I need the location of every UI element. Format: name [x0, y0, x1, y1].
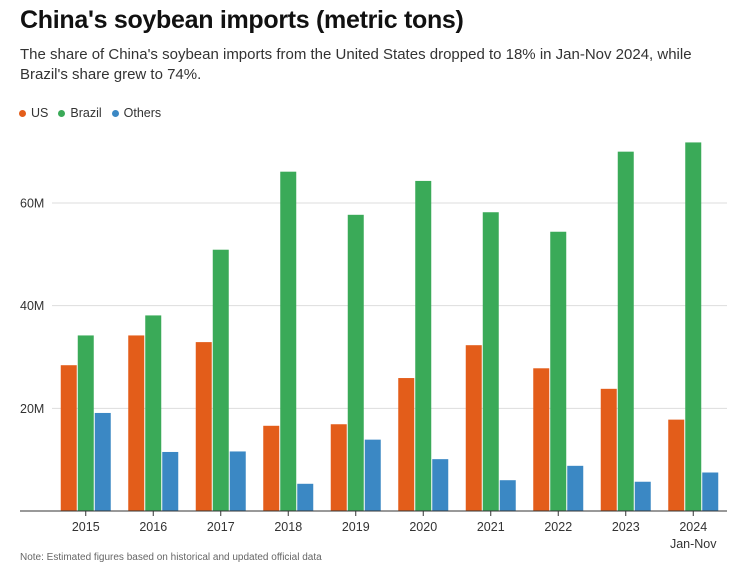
- y-tick-label-2: 60M: [20, 197, 44, 211]
- bar-others-2019: [364, 439, 381, 511]
- bar-others-2018: [297, 483, 314, 511]
- bar-us-2016: [128, 335, 145, 511]
- legend-dot-others: [111, 109, 119, 117]
- legend-label-brazil: Brazil: [70, 106, 102, 120]
- bar-others-2022: [567, 465, 584, 511]
- bar-brazil-2016: [145, 315, 162, 511]
- chart-note: Note: Estimated figures based on histori…: [20, 552, 322, 563]
- legend-item-brazil: Brazil: [58, 106, 102, 120]
- x-tick-label-2016: 2016: [139, 520, 167, 534]
- x-tick-label-2021: 2021: [477, 520, 505, 534]
- bar-brazil-2017: [212, 249, 229, 512]
- x-tick-label-2017: 2017: [207, 520, 235, 534]
- bar-brazil-2024: [685, 142, 702, 511]
- bar-brazil-2020: [415, 180, 432, 511]
- chart-title: China's soybean imports (metric tons): [20, 6, 464, 34]
- x-tick-label-2015: 2015: [72, 520, 100, 534]
- bar-us-2019: [330, 424, 347, 511]
- bar-brazil-2018: [280, 171, 297, 512]
- bar-us-2021: [465, 345, 482, 511]
- x-tick-label-2020: 2020: [409, 520, 437, 534]
- x-tick-label-2018: 2018: [274, 520, 302, 534]
- x-tick-label-2022: 2022: [544, 520, 572, 534]
- legend-dot-brazil: [58, 109, 66, 117]
- bar-us-2020: [398, 378, 415, 511]
- bar-brazil-2015: [77, 335, 94, 511]
- bar-others-2021: [499, 480, 516, 511]
- y-tick-label-1: 40M: [20, 299, 44, 313]
- bar-others-2015: [94, 412, 111, 511]
- legend-dot-us: [19, 109, 26, 117]
- x-tick-sublabel-2024: Jan-Nov: [670, 537, 717, 551]
- legend-label-others: Others: [123, 106, 162, 120]
- bar-us-2023: [600, 388, 617, 511]
- bar-us-2015: [60, 365, 77, 511]
- bar-brazil-2022: [550, 231, 567, 511]
- bar-others-2017: [229, 451, 246, 511]
- bar-others-2020: [432, 459, 449, 511]
- bar-us-2018: [263, 425, 280, 511]
- x-tick-label-2019: 2019: [342, 520, 370, 534]
- x-tick-label-2024: 2024: [679, 520, 707, 534]
- chart-subtitle: The share of China's soybean imports fro…: [20, 46, 692, 83]
- bar-brazil-2021: [482, 212, 499, 512]
- bar-others-2023: [634, 481, 651, 511]
- legend-label-us: US: [31, 106, 49, 120]
- y-tick-label-0: 20M: [20, 402, 44, 416]
- legend: US Brazil Others: [19, 106, 161, 120]
- legend-item-us: US: [19, 106, 48, 120]
- bar-others-2024: [702, 472, 719, 511]
- bar-us-2024: [668, 419, 685, 511]
- bar-brazil-2023: [617, 151, 634, 511]
- bar-us-2022: [533, 368, 550, 511]
- bar-us-2017: [195, 342, 212, 511]
- x-tick-label-2023: 2023: [612, 520, 640, 534]
- bar-brazil-2019: [347, 214, 364, 511]
- legend-item-others: Others: [111, 106, 162, 120]
- bar-others-2016: [162, 451, 179, 511]
